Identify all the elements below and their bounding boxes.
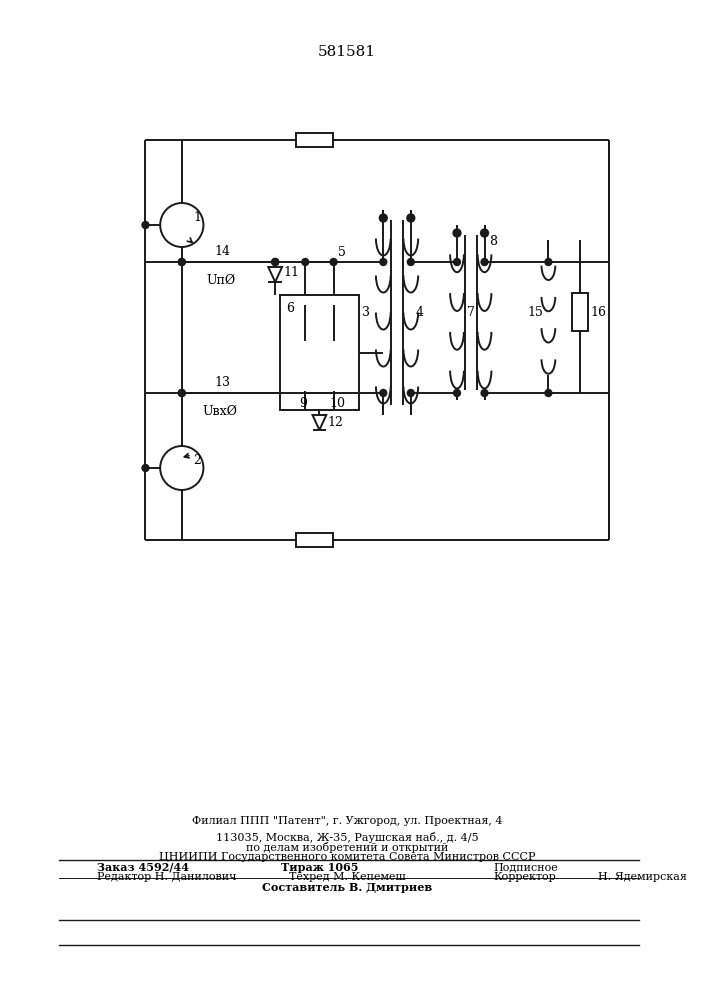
Text: 113035, Москва, Ж-35, Раушская наб., д. 4/5: 113035, Москва, Ж-35, Раушская наб., д. … (216, 832, 479, 843)
Text: 5: 5 (339, 246, 346, 259)
Circle shape (160, 446, 204, 490)
Text: 9: 9 (299, 397, 308, 410)
Circle shape (481, 389, 488, 396)
Polygon shape (312, 415, 327, 430)
Text: по делам изобретений и открытий: по делам изобретений и открытий (246, 842, 449, 853)
Text: 8: 8 (489, 235, 498, 248)
Text: Тираж 1065: Тираж 1065 (281, 862, 358, 873)
Circle shape (271, 258, 279, 265)
Circle shape (407, 214, 415, 222)
Circle shape (329, 301, 337, 309)
Text: Филиал ППП "Патент", г. Ужгород, ул. Проектная, 4: Филиал ППП "Патент", г. Ужгород, ул. Про… (192, 816, 503, 826)
Circle shape (301, 301, 309, 309)
Circle shape (454, 389, 460, 396)
Text: 2: 2 (194, 454, 201, 467)
Text: 16: 16 (590, 306, 607, 318)
Text: 581581: 581581 (318, 45, 376, 59)
Circle shape (380, 214, 387, 222)
Bar (572, 293, 588, 331)
Circle shape (160, 203, 204, 247)
Circle shape (545, 389, 552, 396)
Text: UвхØ: UвхØ (202, 405, 238, 418)
Text: Составитель В. Дмитриев: Составитель В. Дмитриев (262, 882, 433, 893)
Circle shape (481, 258, 488, 265)
Circle shape (316, 389, 323, 396)
Text: UпØ: UпØ (206, 274, 235, 287)
Circle shape (142, 222, 149, 229)
Circle shape (142, 464, 149, 472)
Circle shape (178, 258, 185, 265)
Text: 13: 13 (214, 376, 230, 389)
Text: Корректор: Корректор (493, 872, 556, 882)
Circle shape (407, 389, 414, 396)
Circle shape (380, 258, 387, 265)
Circle shape (330, 258, 337, 265)
Circle shape (302, 258, 309, 265)
Text: Н. Ядемирская: Н. Ядемирская (597, 872, 686, 882)
Text: 7: 7 (467, 306, 474, 319)
Circle shape (178, 258, 185, 265)
Circle shape (380, 389, 387, 396)
Circle shape (330, 389, 337, 396)
Circle shape (271, 258, 279, 265)
Text: ЦНИИПИ Государственного комитета Совета Министров СССР: ЦНИИПИ Государственного комитета Совета … (159, 852, 536, 862)
Text: 14: 14 (214, 245, 230, 258)
Circle shape (407, 258, 414, 265)
Text: 4: 4 (416, 306, 423, 319)
Circle shape (453, 229, 461, 237)
Text: 10: 10 (329, 397, 346, 410)
Circle shape (545, 258, 552, 265)
Text: 3: 3 (361, 306, 370, 319)
Circle shape (302, 389, 309, 396)
Text: 1: 1 (194, 211, 201, 224)
Text: Заказ 4592/44: Заказ 4592/44 (98, 862, 189, 873)
Text: 6: 6 (286, 302, 294, 316)
Circle shape (481, 229, 489, 237)
Circle shape (178, 389, 185, 396)
Bar (296, 533, 333, 547)
Text: Редактор Н. Данилович: Редактор Н. Данилович (98, 872, 237, 882)
Text: 11: 11 (283, 266, 299, 279)
Bar (280, 295, 358, 410)
Polygon shape (268, 267, 282, 282)
Text: Техред М. Кепемеш: Техред М. Кепемеш (289, 872, 406, 882)
Text: 15: 15 (527, 306, 544, 319)
Circle shape (454, 258, 460, 265)
Text: 12: 12 (327, 416, 343, 430)
Bar (296, 133, 333, 147)
Text: Подписное: Подписное (493, 862, 558, 872)
Circle shape (178, 389, 185, 396)
